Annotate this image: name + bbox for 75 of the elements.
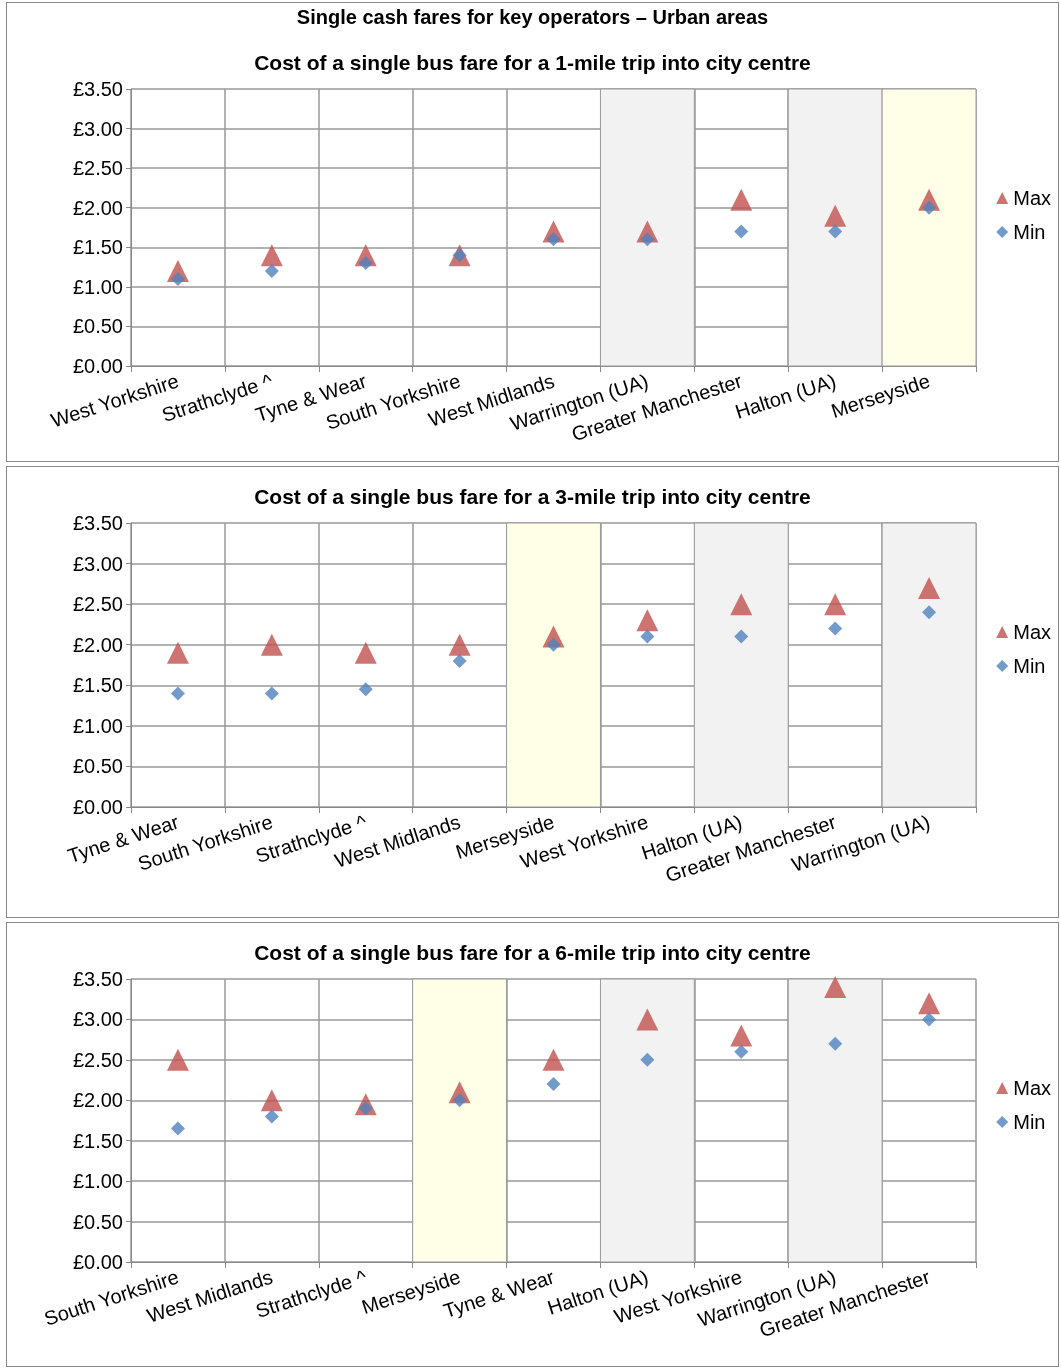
y-tick-label: £2.50 [72,1048,123,1071]
y-tick-label: £3.00 [72,1008,123,1031]
point [640,232,655,247]
point [824,976,847,999]
point [166,1048,189,1071]
y-tick-label: £0.00 [72,355,123,377]
point [452,1093,467,1108]
point [166,641,189,664]
point [824,593,847,616]
y-tick-label: £0.50 [72,1210,123,1233]
y-tick-label: £2.00 [72,633,123,656]
point [358,682,373,697]
y-tick-label: £1.50 [72,1129,123,1152]
point [828,224,843,239]
y-tick-label: £2.50 [72,157,123,180]
point [734,1044,749,1059]
point [448,633,471,656]
y-tick-label: £0.50 [72,755,123,778]
point [640,629,655,644]
y-tick-label: £3.00 [72,117,123,140]
y-tick-label: £3.00 [72,552,123,575]
point [264,686,279,701]
y-tick-label: £3.50 [72,78,123,100]
point [170,1121,185,1136]
legend-label: Max [1013,187,1052,209]
point [358,256,373,271]
chart-title: Cost of a single bus fare for a 6-mile trip into city centre [254,941,811,964]
legend-label: Min [1013,1111,1046,1133]
y-tick-label: £2.50 [72,593,123,616]
point [918,992,941,1015]
point [260,244,283,267]
y-tick-label: £3.50 [72,968,123,990]
point [354,641,377,664]
point [730,188,753,211]
y-tick-label: £0.00 [72,796,123,818]
point [922,1012,937,1027]
y-tick-label: £1.00 [72,1170,123,1193]
point [264,264,279,279]
y-tick-label: £1.00 [72,714,123,737]
point [636,1008,659,1031]
legend-label: Max [1013,621,1052,643]
y-tick-label: £1.50 [72,674,123,697]
y-tick-label: £2.00 [72,1089,123,1112]
point [452,653,467,668]
point [922,605,937,620]
point [546,1077,561,1092]
legend-label: Max [1013,1077,1052,1099]
point [730,593,753,616]
point [734,224,749,239]
point [260,1089,283,1112]
point [170,686,185,701]
legend-label: Min [1013,221,1046,243]
y-tick-label: £2.00 [72,196,123,219]
point [730,1024,753,1047]
legend-label: Min [1013,655,1046,677]
point [546,637,561,652]
point [636,609,659,632]
y-tick-label: £3.50 [72,512,123,534]
text: Single cash fares for key operators – Urban areas [296,6,769,28]
y-tick-label: £1.50 [72,236,123,259]
y-tick-label: £0.50 [72,315,123,338]
point [918,576,941,599]
point [734,629,749,644]
point [546,232,561,247]
point [542,1048,565,1071]
chart-title: Cost of a single bus fare for a 1-mile trip into city centre [254,51,811,74]
point [640,1052,655,1067]
point [824,204,847,227]
y-tick-label: £1.00 [72,275,123,298]
point [828,621,843,636]
y-tick-label: £0.00 [72,1251,123,1273]
point [828,1036,843,1051]
point [264,1109,279,1124]
point [260,633,283,656]
chart-title: Cost of a single bus fare for a 3-mile trip into city centre [254,485,811,508]
